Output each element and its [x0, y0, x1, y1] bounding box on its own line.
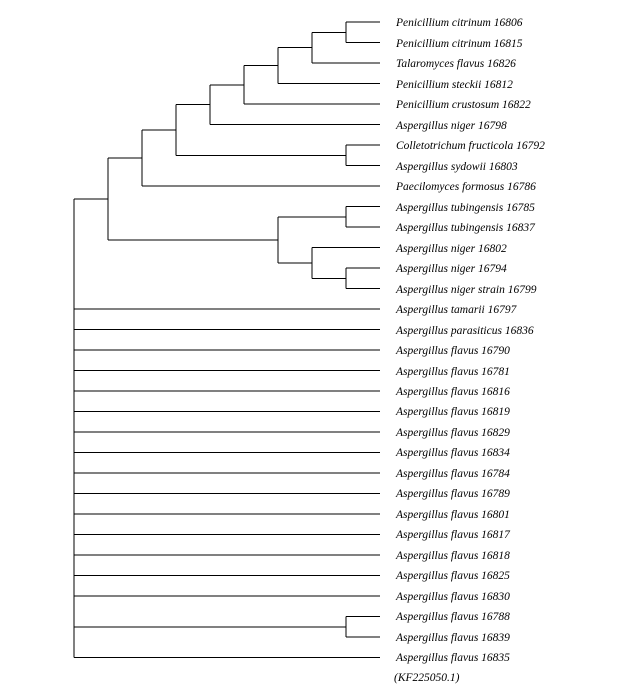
leaf-label-L21: Aspergillus flavus 16829 [395, 427, 510, 439]
leaf-label-L23: Aspergillus flavus 16784 [395, 468, 510, 480]
leaf-label-L25: Aspergillus flavus 16801 [395, 509, 510, 521]
leaf-label-L8: Aspergillus sydowii 16803 [395, 161, 518, 173]
leaf-label-L10: Aspergillus tubingensis 16785 [395, 202, 535, 214]
leaf-label-L3: Talaromyces flavus 16826 [396, 58, 516, 70]
leaf-label-L6: Aspergillus niger 16798 [395, 120, 507, 132]
leaf-label-L20: Aspergillus flavus 16819 [395, 406, 510, 418]
leaf-label-L28: Aspergillus flavus 16825 [395, 570, 510, 582]
leaf-label-L18: Aspergillus flavus 16781 [395, 366, 510, 378]
outgroup-accession-note: (KF225050.1) [394, 672, 460, 684]
tree-branches [73, 21, 380, 658]
leaf-label-L14: Aspergillus niger strain 16799 [395, 284, 537, 296]
leaf-label-L22: Aspergillus flavus 16834 [395, 447, 510, 459]
leaf-label-L7: Colletotrichum fructicola 16792 [396, 140, 545, 152]
leaf-label-L30: Aspergillus flavus 16788 [395, 611, 510, 623]
leaf-label-L32: Aspergillus flavus 16835 [395, 652, 510, 664]
leaf-label-L13: Aspergillus niger 16794 [395, 263, 507, 275]
tree-labels: Penicillium citrinum 16806 Penicillium c… [394, 17, 545, 684]
leaf-label-L5: Penicillium crustosum 16822 [395, 99, 531, 111]
leaf-label-L26: Aspergillus flavus 16817 [395, 529, 511, 541]
leaf-label-L9: Paecilomyces formosus 16786 [395, 181, 536, 193]
leaf-label-L29: Aspergillus flavus 16830 [395, 591, 510, 603]
leaf-label-L11: Aspergillus tubingensis 16837 [395, 222, 536, 234]
leaf-label-L2: Penicillium citrinum 16815 [395, 38, 523, 50]
leaf-label-L12: Aspergillus niger 16802 [395, 243, 507, 255]
leaf-label-L1: Penicillium citrinum 16806 [395, 17, 523, 29]
leaf-label-L19: Aspergillus flavus 16816 [395, 386, 510, 398]
leaf-label-L16: Aspergillus parasiticus 16836 [395, 325, 534, 337]
leaf-label-L4: Penicillium steckii 16812 [395, 79, 513, 91]
leaf-label-L27: Aspergillus flavus 16818 [395, 550, 510, 562]
leaf-label-L17: Aspergillus flavus 16790 [395, 345, 510, 357]
leaf-label-L15: Aspergillus tamarii 16797 [395, 304, 518, 316]
leaf-label-L31: Aspergillus flavus 16839 [395, 632, 510, 644]
leaf-label-L24: Aspergillus flavus 16789 [395, 488, 510, 500]
